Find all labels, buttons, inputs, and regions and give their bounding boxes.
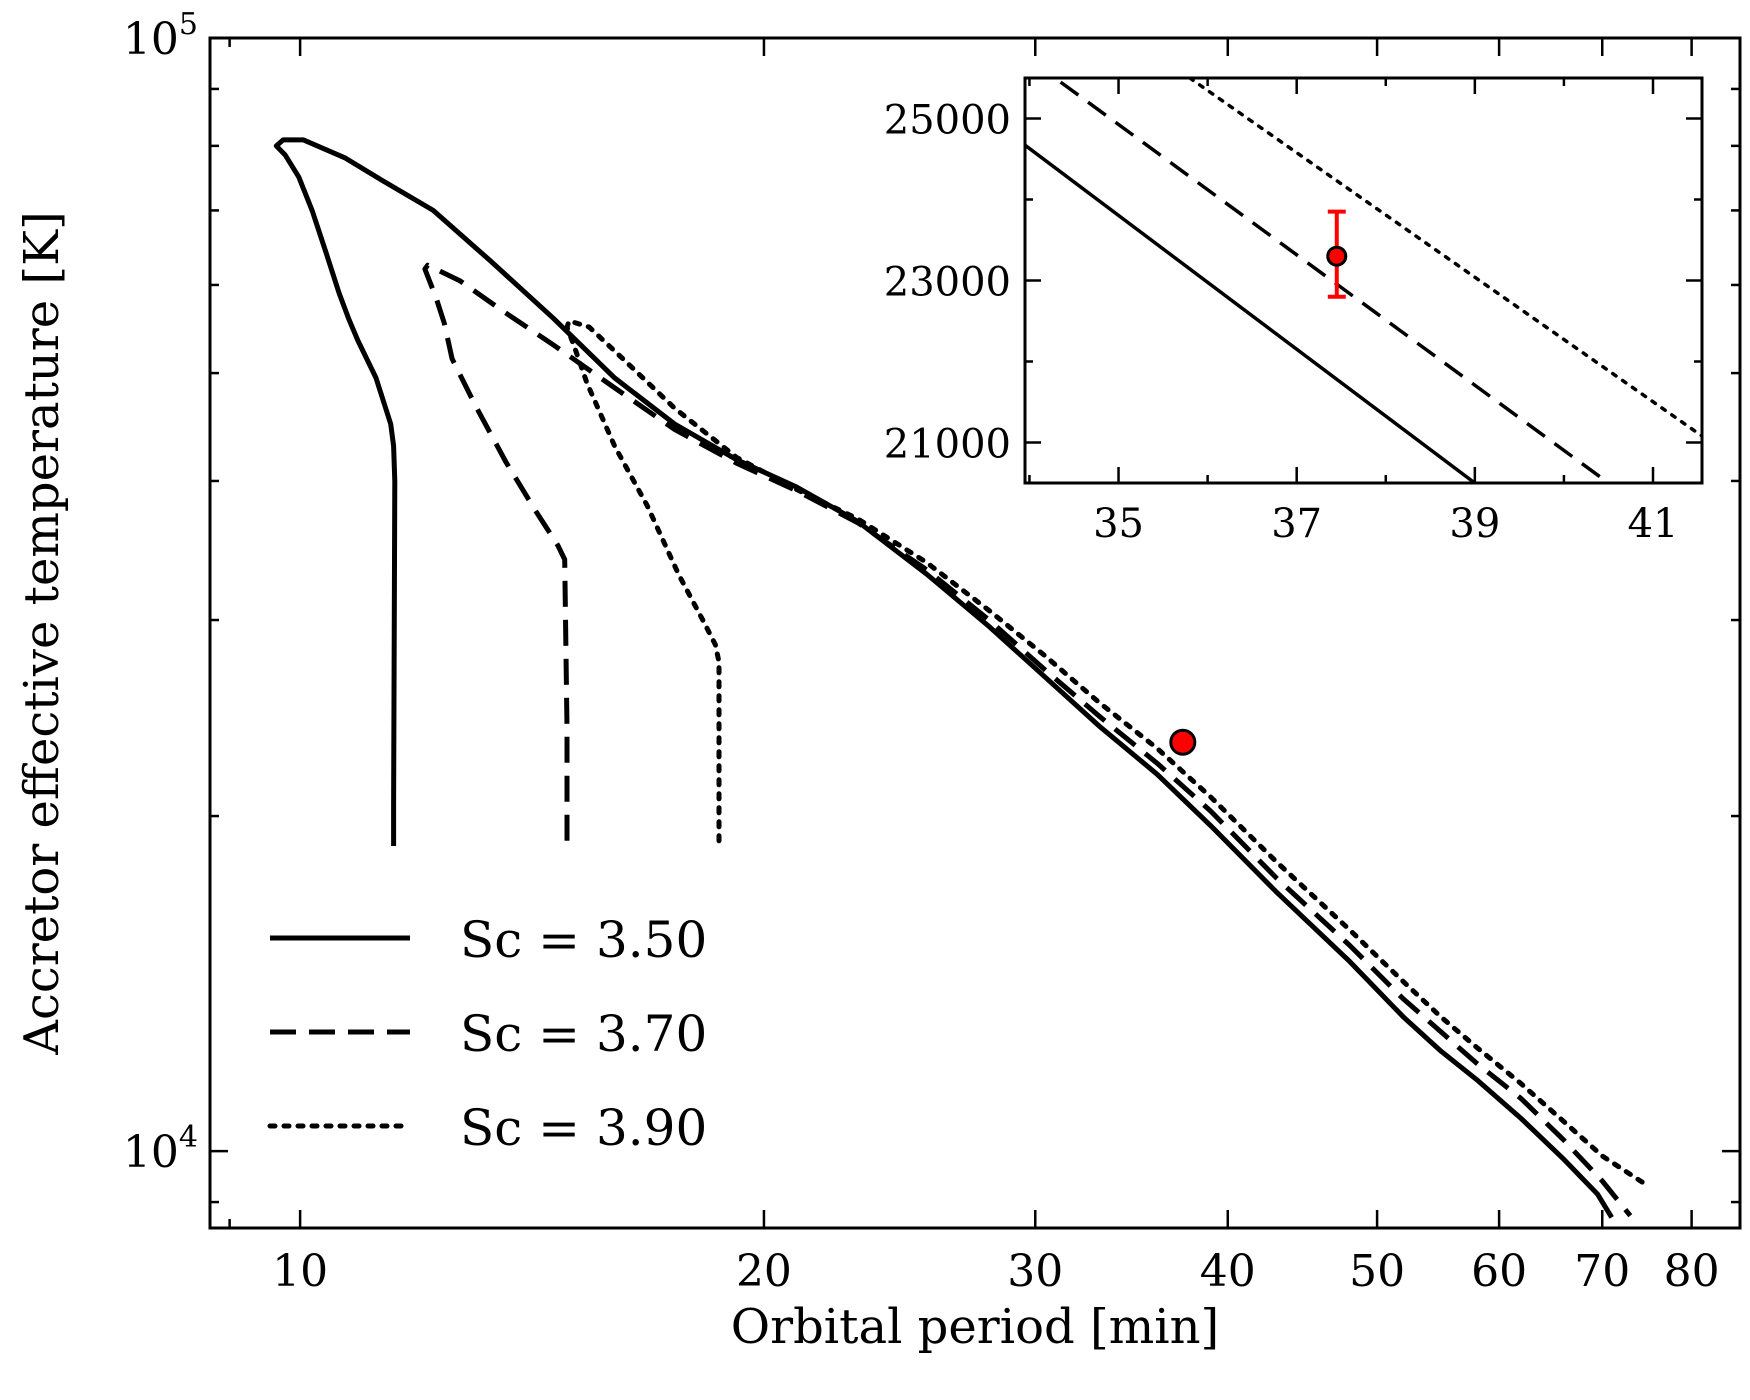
y-tick-labels: 104 105 <box>123 7 198 1178</box>
main-axis-ticks <box>210 36 1740 1228</box>
inset-observed-marker <box>1326 245 1348 267</box>
series-line-dotted <box>564 318 1651 1189</box>
legend-label-sc-390: Sc = 3.90 <box>460 1099 707 1157</box>
x-tick-label: 40 <box>1200 1246 1256 1297</box>
inset-series-line-dashed <box>1059 80 1610 483</box>
inset-y-tick-label: 21000 <box>884 422 1011 468</box>
series-line-dashed <box>422 262 1633 1218</box>
inset-y-tick-label: 23000 <box>884 260 1011 306</box>
x-tick-label: 70 <box>1574 1246 1630 1297</box>
inset-x-tick-labels: 35 37 39 41 <box>1093 501 1678 547</box>
y-axis-label: Accretor effective temperature [K] <box>14 211 70 1055</box>
legend-label-sc-370: Sc = 3.70 <box>460 1005 707 1063</box>
x-axis-label: Orbital period [min] <box>731 1299 1219 1355</box>
observed-marker <box>1169 728 1197 756</box>
inset-axis-ticks <box>1025 78 1702 483</box>
series-line-solid <box>273 137 1614 1219</box>
legend-label-sc-350: Sc = 3.50 <box>460 911 707 969</box>
x-tick-label: 20 <box>736 1246 792 1297</box>
inset-x-tick-label: 39 <box>1449 501 1500 547</box>
legend: Sc = 3.50 Sc = 3.70 Sc = 3.90 <box>267 911 707 1157</box>
y-tick-label: 105 <box>123 7 198 65</box>
inset-background <box>1025 78 1702 483</box>
inset-x-tick-label: 37 <box>1271 501 1322 547</box>
x-tick-label: 30 <box>1007 1246 1063 1297</box>
main-plot: 10 20 30 40 50 60 70 80 104 105 Orbital period [… <box>14 7 1742 1355</box>
x-tick-label: 60 <box>1471 1246 1527 1297</box>
inset-y-tick-labels: 21000 23000 25000 <box>884 98 1011 468</box>
x-tick-label: 80 <box>1664 1246 1720 1297</box>
inset-series-line-dotted <box>1188 78 1702 438</box>
inset-x-tick-label: 41 <box>1628 501 1679 547</box>
inset-errorbar-layer <box>1326 209 1348 299</box>
main-plot-frame <box>208 36 1742 1230</box>
x-tick-labels: 10 20 30 40 50 60 70 80 <box>272 1246 1719 1297</box>
inset-plot: 35 37 39 41 21000 23000 25000 <box>884 76 1704 547</box>
main-marker-layer <box>1169 728 1197 756</box>
y-tick-label: 104 <box>123 1120 198 1178</box>
inset-frame <box>1023 76 1704 485</box>
inset-y-tick-label: 25000 <box>884 98 1011 144</box>
inset-series-line-solid <box>1025 143 1476 483</box>
x-tick-label: 50 <box>1349 1246 1405 1297</box>
main-curves <box>273 137 1651 1219</box>
x-tick-label: 10 <box>272 1246 328 1297</box>
inset-x-tick-label: 35 <box>1093 501 1144 547</box>
inset-curves <box>1025 78 1702 483</box>
